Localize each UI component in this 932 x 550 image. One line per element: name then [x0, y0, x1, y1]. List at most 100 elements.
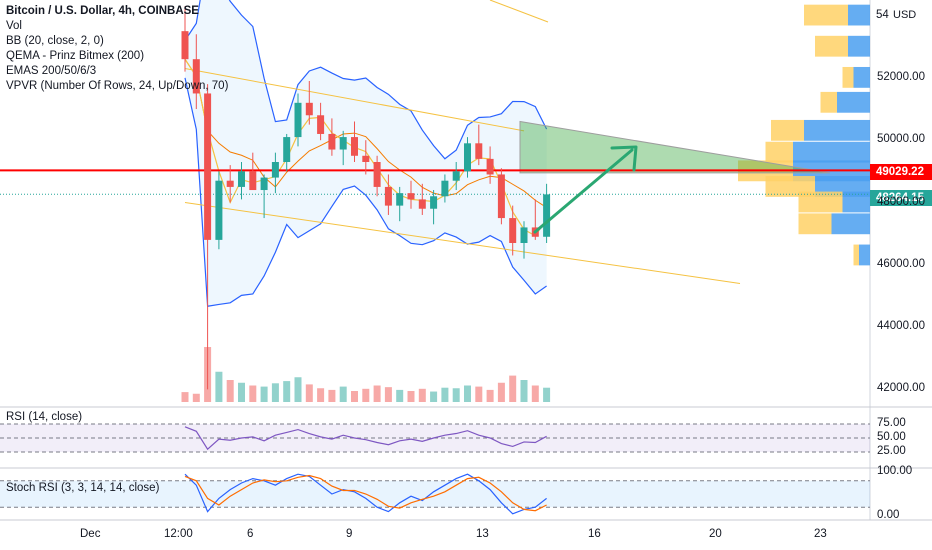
rsi-tick-label: 75.00 [877, 417, 906, 429]
volume-bar [249, 385, 257, 402]
volume-bar [328, 389, 336, 402]
volume-bar [509, 375, 517, 402]
volume-bar [396, 389, 404, 402]
projection-triangle [519, 120, 831, 174]
indicator-emas[interactable]: EMAS 200/50/6/3 [6, 65, 97, 77]
volume-bar [384, 387, 392, 402]
volume-profile-up-bar [853, 66, 870, 88]
volume-bar [418, 388, 426, 402]
time-tick-label: 20 [709, 528, 722, 540]
price-tick-label: 42000.00 [877, 382, 925, 395]
volume-bar [430, 391, 438, 402]
volume-profile-up-bar [837, 91, 870, 113]
volume-bar [260, 386, 268, 402]
time-tick-label: 9 [346, 528, 353, 540]
volume-profile-up-bar [804, 119, 870, 141]
candle-body [441, 180, 449, 197]
bollinger-lower [184, 77, 547, 307]
price-tick-label: 46000.00 [877, 257, 925, 270]
candle-body [249, 171, 257, 191]
stoch-d-line [184, 474, 547, 512]
time-tick-label: Dec [80, 528, 101, 540]
volume-bar [181, 392, 189, 402]
candle-body [373, 162, 381, 187]
volume-profile-down-bar [815, 35, 848, 57]
time-tick-label: 12:00 [164, 528, 193, 540]
stoch-band [0, 480, 870, 508]
volume-bar [351, 391, 358, 402]
candle-body [181, 31, 189, 60]
rsi-tick-label: 50.00 [877, 431, 906, 443]
volume-bar [339, 386, 347, 402]
volume-bar [441, 387, 449, 402]
volume-bar [520, 380, 528, 402]
indicator-vpvr[interactable]: VPVR (Number Of Rows, 24, Up/Down, 70) [6, 80, 229, 92]
volume-profile-down-bar [798, 191, 843, 213]
projection-arrowhead [610, 145, 638, 172]
indicator-bb[interactable]: BB (20, close, 2, 0) [6, 35, 104, 47]
candle-body [226, 180, 234, 187]
candle-body [294, 102, 302, 138]
bollinger-basis [184, 58, 547, 208]
candle-body [418, 199, 426, 209]
candle-body [362, 155, 370, 162]
symbol-title[interactable]: Bitcoin / U.S. Dollar, 4h, COINBASE [6, 5, 199, 17]
currency-label[interactable]: USD [893, 9, 917, 21]
volume-profile-down-bar [820, 91, 837, 113]
volume-bar [407, 391, 415, 402]
candle-body [407, 193, 415, 200]
candle-body [238, 171, 245, 187]
chart-legend: Bitcoin / U.S. Dollar, 4h, COINBASE Vol … [6, 4, 228, 94]
time-tick-label: 6 [247, 528, 254, 540]
price-tick-label: 44000.00 [877, 320, 925, 333]
volume-profile-up-bar [842, 191, 870, 213]
candle-body [260, 177, 268, 191]
candle-body [328, 133, 336, 150]
volume-bar [373, 385, 381, 402]
candle-body [475, 143, 483, 159]
candle-body [271, 162, 279, 178]
rsi-label[interactable]: RSI (14, close) [6, 411, 83, 423]
trendline-upper [184, 68, 525, 132]
volume-bar [192, 393, 200, 402]
volume-profile-down-bar [853, 244, 859, 266]
rsi-tick-label: 25.00 [877, 445, 906, 457]
indicator-qema[interactable]: QEMA - Prinz Bitmex (200) [6, 50, 145, 62]
price-tick-label: 52000.00 [877, 70, 925, 83]
volume-bar [226, 380, 234, 402]
volume-bar [543, 387, 551, 402]
volume-bar [531, 385, 539, 402]
rsi-line [184, 426, 547, 451]
candle-body [317, 115, 325, 134]
time-tick-label: 16 [588, 528, 601, 540]
stoch-tick-label: 100.00 [877, 465, 913, 477]
stoch-label[interactable]: Stoch RSI (3, 3, 14, 14, close) [6, 482, 160, 494]
volume-bar [486, 389, 494, 402]
volume-bar [497, 382, 505, 402]
volume-bar [238, 382, 245, 402]
candle-body [305, 102, 313, 116]
volume-bar [362, 388, 370, 402]
price-tick-label: 54 [876, 8, 889, 21]
candle-body [452, 171, 460, 181]
candle-body [396, 193, 404, 206]
volume-bar [215, 371, 223, 402]
candle-body [543, 194, 551, 237]
volume-profile-up-bar [859, 244, 870, 266]
candle-body [351, 137, 358, 156]
stoch-tick-label: 0.00 [877, 509, 900, 521]
price-tick-label: 48000.00 [877, 195, 925, 208]
time-tick-label: 13 [476, 528, 489, 540]
indicator-vol[interactable]: Vol [6, 20, 22, 32]
volume-profile-down-bar [798, 213, 832, 235]
candle-body [384, 186, 392, 206]
volume-bar [294, 377, 302, 402]
candle-body [339, 137, 347, 150]
resistance-price-tag: 49029.22 [870, 164, 932, 180]
volume-profile-down-bar [765, 141, 793, 163]
candle-body [464, 143, 471, 172]
candle-body [204, 93, 212, 240]
volume-profile-down-bar [804, 4, 848, 26]
candle-body [215, 180, 223, 240]
